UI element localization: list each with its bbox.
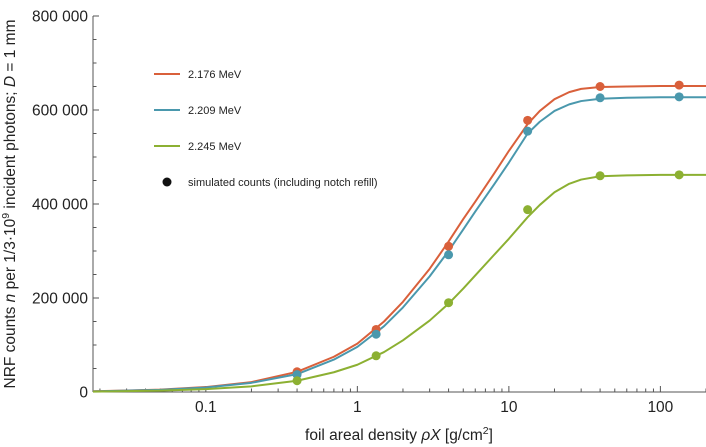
- y-axis-label: NRF counts n per 1/3·109 incident photon…: [0, 19, 19, 388]
- y-tick-label: 600 000: [32, 103, 88, 120]
- series-1-point: [523, 115, 533, 125]
- x-tick-label: 100: [647, 399, 673, 416]
- y-tick-label: 200 000: [32, 291, 88, 308]
- legend-label-3: 2.245 MeV: [188, 141, 242, 153]
- y-tick-label: 800 000: [32, 9, 88, 26]
- series-2-point: [674, 92, 684, 102]
- points-layer: [292, 80, 684, 386]
- series-line-1: [92, 85, 706, 393]
- legend-marker-label: simulated counts (including notch refill…: [188, 177, 378, 189]
- y-tick-label: 0: [79, 385, 88, 402]
- series-2-point: [371, 329, 381, 339]
- series-3-point: [444, 298, 454, 308]
- legend: 2.176 MeV 2.209 MeV 2.245 MeV simulated cou…: [154, 69, 378, 189]
- y-tick-label: 400 000: [32, 197, 88, 214]
- series-3-point: [674, 170, 684, 180]
- series-3-point: [292, 376, 302, 386]
- x-tick-label: 1: [353, 399, 362, 416]
- x-tick-label: 0.1: [195, 399, 217, 416]
- series-1-point: [674, 80, 684, 90]
- series-line-2: [92, 96, 706, 393]
- series-3-point: [595, 171, 605, 181]
- legend-marker-swatch: [162, 177, 172, 187]
- series-1-point: [444, 241, 454, 251]
- series-2-point: [595, 93, 605, 103]
- series-3-point: [523, 205, 533, 215]
- x-tick-label: 10: [500, 399, 518, 416]
- series-2-point: [523, 126, 533, 136]
- curves-layer: [92, 85, 706, 393]
- series-line-3: [92, 173, 706, 393]
- x-axis-label: foil areal density ρX [g/cm2]: [305, 425, 493, 444]
- series-2-point: [444, 250, 454, 260]
- series-1-point: [595, 82, 605, 91]
- axes-layer: 0 200 000 400 000 600 000 800 000 0.1 1 10 100: [32, 9, 706, 416]
- legend-label-2: 2.209 MeV: [188, 105, 242, 117]
- series-3-point: [371, 351, 381, 361]
- legend-label-1: 2.176 MeV: [188, 69, 242, 81]
